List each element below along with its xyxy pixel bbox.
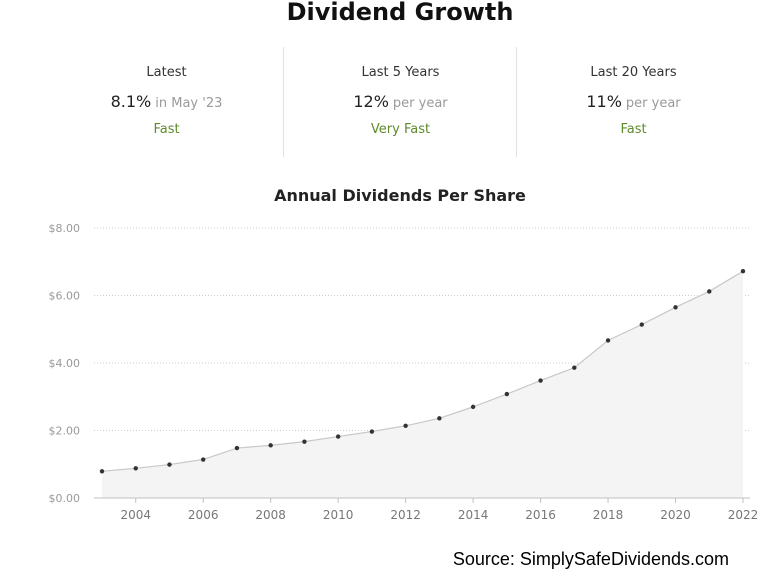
stat-label: Last 5 Years [361, 65, 440, 80]
x-tick-label: 2006 [188, 508, 219, 522]
data-point [470, 404, 476, 410]
data-point [234, 445, 240, 451]
data-points [99, 269, 746, 474]
stat-value-line: 11% per year [517, 92, 750, 111]
data-point [335, 434, 341, 439]
stat-suffix: per year [625, 96, 681, 111]
stat-value: 11% [586, 92, 622, 111]
data-point [302, 439, 307, 444]
axis-layer: $0.00 $2.00 $4.00 $6.00 $8.00 2004 2006 2008 201… [49, 222, 759, 522]
data-point [437, 416, 442, 421]
y-tick-label: $6.00 [49, 290, 81, 303]
x-tick-label: 2008 [255, 508, 286, 522]
x-tick-label: 2014 [458, 508, 489, 522]
data-point [369, 429, 375, 434]
x-tick-label: 2012 [390, 508, 421, 522]
area-layer [101, 270, 744, 498]
y-tick-label: $2.00 [49, 425, 81, 438]
source-note: Source: SimplySafeDividends.com [452, 549, 729, 569]
x-tick-label: 2004 [120, 508, 151, 522]
data-point [639, 322, 644, 327]
data-point [403, 423, 408, 428]
x-tick-label: 2016 [525, 508, 556, 522]
stat-rating: Very Fast [370, 122, 431, 137]
chart-title: Annual Dividends Per Share [274, 186, 526, 205]
data-point [740, 269, 746, 274]
y-tick-label: $8.00 [49, 222, 81, 235]
x-tick-label: 2020 [660, 508, 691, 522]
y-tick-label: $0.00 [49, 492, 81, 505]
data-point [538, 378, 543, 383]
page-title: Dividend Growth [286, 0, 514, 26]
area-fill [102, 271, 743, 498]
data-point [673, 305, 678, 310]
data-point [201, 457, 206, 462]
stat-latest: Latest 8.1% in May '23 Fast [50, 47, 283, 157]
x-tick-label: 2022 [728, 508, 759, 522]
stat-label: Last 20 Years [590, 65, 677, 80]
stat-last-20-years: Last 20 Years 11% per year Fast [516, 47, 750, 157]
data-point [167, 462, 172, 467]
stat-rating: Fast [620, 122, 647, 137]
x-tick-label: 2018 [593, 508, 624, 522]
dividend-growth-stats: Latest 8.1% in May '23 Fast Last 5 Years … [50, 47, 750, 157]
series-line [101, 270, 744, 472]
stat-suffix: in May '23 [155, 96, 223, 111]
stat-last-5-years: Last 5 Years 12% per year Very Fast [283, 47, 517, 157]
data-point [605, 338, 611, 343]
stat-value: 8.1% [110, 92, 152, 111]
stat-label: Latest [146, 65, 187, 80]
stat-value-line: 12% per year [284, 92, 517, 111]
data-point [707, 289, 712, 294]
stat-suffix: per year [392, 96, 448, 111]
data-point [268, 443, 273, 448]
y-tick-label: $4.00 [49, 357, 81, 370]
stat-value-line: 8.1% in May '23 [50, 92, 283, 111]
data-point [133, 466, 138, 471]
data-point [504, 391, 510, 397]
data-point [99, 469, 105, 474]
stat-value: 12% [353, 92, 389, 111]
data-point [572, 365, 577, 370]
stat-rating: Fast [153, 122, 180, 137]
x-tick-label: 2010 [323, 508, 354, 522]
